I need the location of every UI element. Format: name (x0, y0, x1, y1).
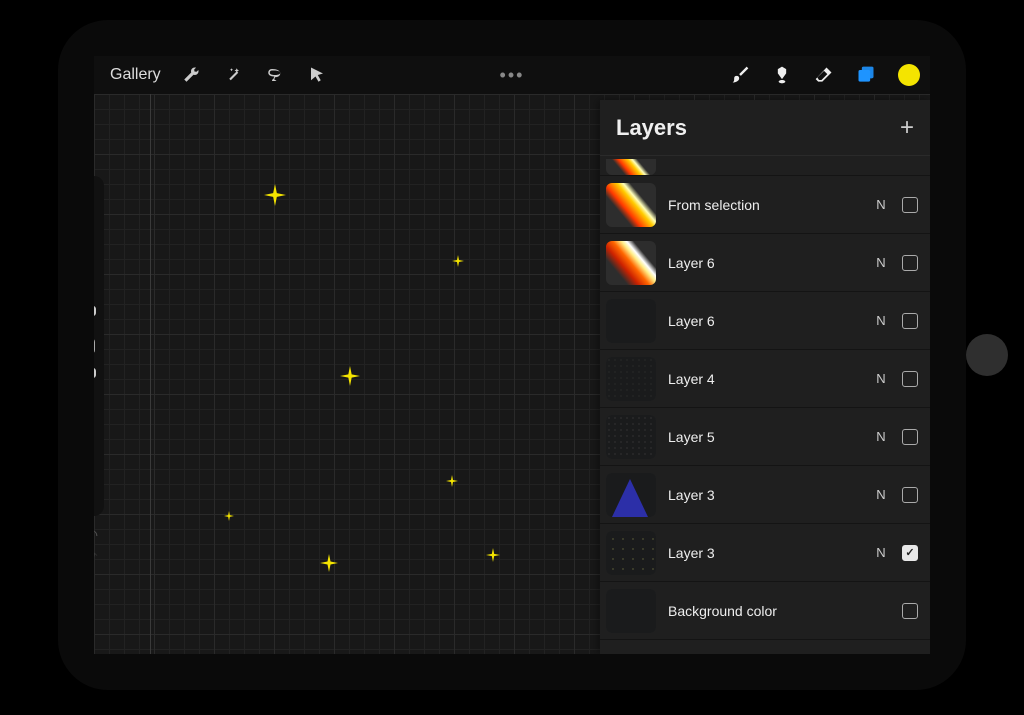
layer-thumbnail (606, 299, 656, 343)
layers-panel: Layers + From selection N Layer 6 N Laye… (600, 100, 930, 654)
layers-title: Layers (616, 115, 687, 141)
canvas-guide (150, 94, 151, 654)
wand-icon[interactable] (223, 65, 243, 85)
layer-name-label: From selection (668, 197, 860, 213)
layer-thumbnail (606, 473, 656, 517)
blend-mode-label[interactable]: N (872, 487, 890, 502)
layer-row[interactable]: Layer 6 N (600, 292, 930, 350)
undo-redo-group: ⤺ ⤻ (94, 524, 104, 564)
layer-row[interactable]: Background color (600, 582, 930, 640)
layer-row[interactable]: Layer 6 N (600, 234, 930, 292)
sparkle (264, 184, 286, 211)
visibility-checkbox[interactable] (902, 429, 918, 445)
visibility-checkbox[interactable] (902, 371, 918, 387)
sparkle (340, 366, 360, 391)
eraser-icon[interactable] (814, 65, 834, 85)
layer-name-label: Layer 4 (668, 371, 860, 387)
lasso-icon[interactable] (265, 65, 285, 85)
blend-mode-label[interactable]: N (872, 255, 890, 270)
layer-row[interactable]: Layer 3 N (600, 524, 930, 582)
smudge-icon[interactable] (772, 65, 792, 85)
modifier-button[interactable] (94, 338, 95, 354)
visibility-checkbox[interactable] (902, 603, 918, 619)
visibility-checkbox[interactable] (902, 545, 918, 561)
sparkle (224, 508, 234, 526)
opacity-handle[interactable] (94, 368, 96, 378)
visibility-checkbox[interactable] (902, 487, 918, 503)
sparkle (452, 254, 464, 272)
blend-mode-label[interactable]: N (872, 197, 890, 212)
blend-mode-label[interactable]: N (872, 429, 890, 444)
layer-row[interactable] (600, 156, 930, 176)
gallery-button[interactable]: Gallery (104, 62, 167, 88)
sparkle (486, 548, 500, 567)
ellipsis-icon[interactable]: ••• (500, 65, 525, 86)
layer-thumbnail (606, 159, 656, 175)
color-swatch[interactable] (898, 64, 920, 86)
layer-thumbnail (606, 589, 656, 633)
visibility-checkbox[interactable] (902, 197, 918, 213)
sparkle (320, 554, 338, 577)
visibility-checkbox[interactable] (902, 313, 918, 329)
layer-thumbnail (606, 183, 656, 227)
app-screen: Gallery ••• (94, 56, 930, 654)
brush-icon[interactable] (730, 65, 750, 85)
layer-name-label: Background color (668, 603, 860, 619)
layer-thumbnail (606, 241, 656, 285)
blend-mode-label[interactable]: N (872, 371, 890, 386)
home-button[interactable] (966, 334, 1008, 376)
visibility-checkbox[interactable] (902, 255, 918, 271)
tablet-frame: Gallery ••• (58, 20, 966, 690)
top-toolbar: Gallery ••• (94, 56, 930, 94)
layer-name-label: Layer 3 (668, 545, 860, 561)
layer-name-label: Layer 6 (668, 255, 860, 271)
layer-name-label: Layer 5 (668, 429, 860, 445)
layer-row[interactable]: From selection N (600, 176, 930, 234)
left-tool-group (181, 65, 327, 85)
layer-name-label: Layer 3 (668, 487, 860, 503)
side-slider-panel (94, 176, 104, 516)
redo-icon[interactable]: ⤻ (94, 547, 97, 564)
wrench-icon[interactable] (181, 65, 201, 85)
layer-row[interactable]: Layer 4 N (600, 350, 930, 408)
cursor-icon[interactable] (307, 65, 327, 85)
layer-name-label: Layer 6 (668, 313, 860, 329)
brush-size-handle[interactable] (94, 306, 96, 316)
layers-header: Layers + (600, 100, 930, 156)
add-layer-button[interactable]: + (900, 114, 914, 142)
right-tool-group (730, 64, 920, 86)
layer-thumbnail (606, 415, 656, 459)
layer-row[interactable]: Layer 5 N (600, 408, 930, 466)
blend-mode-label[interactable]: N (872, 545, 890, 560)
layer-thumbnail (606, 357, 656, 401)
layer-row[interactable]: Layer 3 N (600, 466, 930, 524)
undo-icon[interactable]: ⤺ (94, 524, 97, 541)
layers-icon[interactable] (856, 65, 876, 85)
sparkle (446, 474, 458, 492)
layer-thumbnail (606, 531, 656, 575)
blend-mode-label[interactable]: N (872, 313, 890, 328)
layer-list: From selection N Layer 6 N Layer 6 N Lay… (600, 156, 930, 654)
